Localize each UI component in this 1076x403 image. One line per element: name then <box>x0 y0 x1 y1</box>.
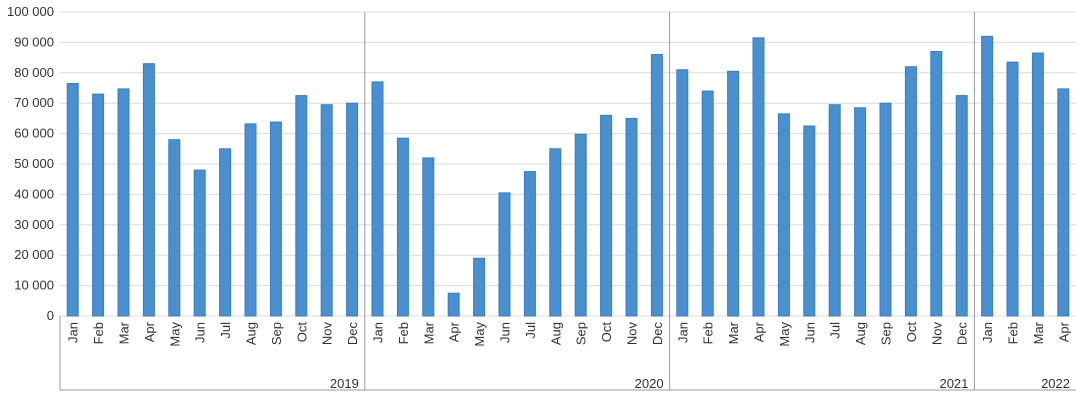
bar <box>600 114 613 317</box>
y-tick-label: 10 000 <box>14 278 54 293</box>
x-tick-label: Jul <box>828 322 843 339</box>
y-tick-label: 90 000 <box>14 34 54 49</box>
bar <box>523 171 536 317</box>
bar <box>854 107 867 317</box>
x-tick-label: Jan <box>66 322 81 343</box>
bar <box>422 157 435 317</box>
x-tick-label: Apr <box>447 321 462 342</box>
y-tick-label: 0 <box>47 308 54 323</box>
x-tick-label: May <box>167 322 182 347</box>
x-tick-label: Feb <box>1006 322 1021 344</box>
x-tick-label: Oct <box>904 322 919 343</box>
x-tick-label: Oct <box>294 322 309 343</box>
bar <box>777 113 790 317</box>
bar <box>828 104 841 317</box>
y-tick-label: 40 000 <box>14 186 54 201</box>
x-tick-label: Aug <box>548 322 563 345</box>
x-tick-label: Jan <box>371 322 386 343</box>
x-tick-label: Oct <box>599 322 614 343</box>
y-tick-label: 60 000 <box>14 126 54 141</box>
bar <box>320 104 333 317</box>
x-tick-label: Mar <box>421 321 436 344</box>
bar <box>727 70 740 317</box>
group-label: 2021 <box>939 376 968 391</box>
bar <box>168 139 181 317</box>
x-tick-label: Dec <box>345 322 360 346</box>
x-tick-label: Nov <box>929 322 944 346</box>
bar <box>1057 88 1070 317</box>
bar <box>92 93 105 317</box>
bar <box>447 292 460 317</box>
bar <box>1031 52 1044 317</box>
x-tick-label: Jan <box>980 322 995 343</box>
x-tick-label: Jan <box>675 322 690 343</box>
x-tick-label: Nov <box>320 322 335 346</box>
bar <box>625 117 638 317</box>
x-tick-label: Apr <box>142 321 157 342</box>
bar <box>498 192 511 317</box>
x-tick-label: Mar <box>726 321 741 344</box>
bar <box>295 95 308 317</box>
bar <box>904 66 917 317</box>
bar <box>371 81 384 317</box>
x-tick-label: Feb <box>396 322 411 344</box>
bar <box>346 102 359 317</box>
y-tick-label: 50 000 <box>14 156 54 171</box>
x-tick-label: Jun <box>193 322 208 343</box>
bar <box>955 95 968 317</box>
x-tick-label: Nov <box>625 322 640 346</box>
y-tick-label: 80 000 <box>14 65 54 80</box>
bar <box>981 35 994 317</box>
x-tick-label: Apr <box>752 321 767 342</box>
x-tick-label: Jun <box>802 322 817 343</box>
bar <box>701 90 714 317</box>
bar <box>269 121 282 317</box>
x-tick-label: Sep <box>269 322 284 345</box>
x-tick-label: Aug <box>244 322 259 345</box>
y-tick-label: 100 000 <box>7 4 54 19</box>
x-tick-label: Sep <box>574 322 589 345</box>
x-tick-label: Feb <box>91 322 106 344</box>
y-tick-label: 70 000 <box>14 95 54 110</box>
x-tick-label: Aug <box>853 322 868 345</box>
bar <box>473 257 486 317</box>
y-tick-label: 20 000 <box>14 247 54 262</box>
y-tick-label: 30 000 <box>14 217 54 232</box>
bar <box>142 63 155 317</box>
group-label: 2022 <box>1041 376 1070 391</box>
bar <box>66 82 79 317</box>
x-tick-label: May <box>777 322 792 347</box>
bar <box>803 125 816 317</box>
x-tick-label: Mar <box>117 321 132 344</box>
bar <box>752 37 765 317</box>
bar <box>676 69 689 317</box>
bar <box>1006 61 1019 317</box>
x-tick-label: Mar <box>1031 321 1046 344</box>
x-tick-label: Feb <box>701 322 716 344</box>
x-tick-label: May <box>472 322 487 347</box>
bar <box>650 54 663 317</box>
bar <box>396 137 409 317</box>
x-tick-label: Apr <box>1056 321 1071 342</box>
x-tick-label: Jul <box>523 322 538 339</box>
bar <box>219 148 232 317</box>
bar <box>549 148 562 317</box>
bar <box>930 51 943 317</box>
group-label: 2020 <box>635 376 664 391</box>
x-tick-label: Sep <box>879 322 894 345</box>
bar <box>193 169 206 317</box>
bar <box>117 88 130 317</box>
x-tick-label: Jul <box>218 322 233 339</box>
x-tick-label: Dec <box>955 322 970 346</box>
group-label: 2019 <box>330 376 359 391</box>
bar <box>879 102 892 317</box>
x-tick-label: Dec <box>650 322 665 346</box>
bar <box>244 123 257 317</box>
bar <box>574 133 587 317</box>
x-tick-label: Jun <box>498 322 513 343</box>
